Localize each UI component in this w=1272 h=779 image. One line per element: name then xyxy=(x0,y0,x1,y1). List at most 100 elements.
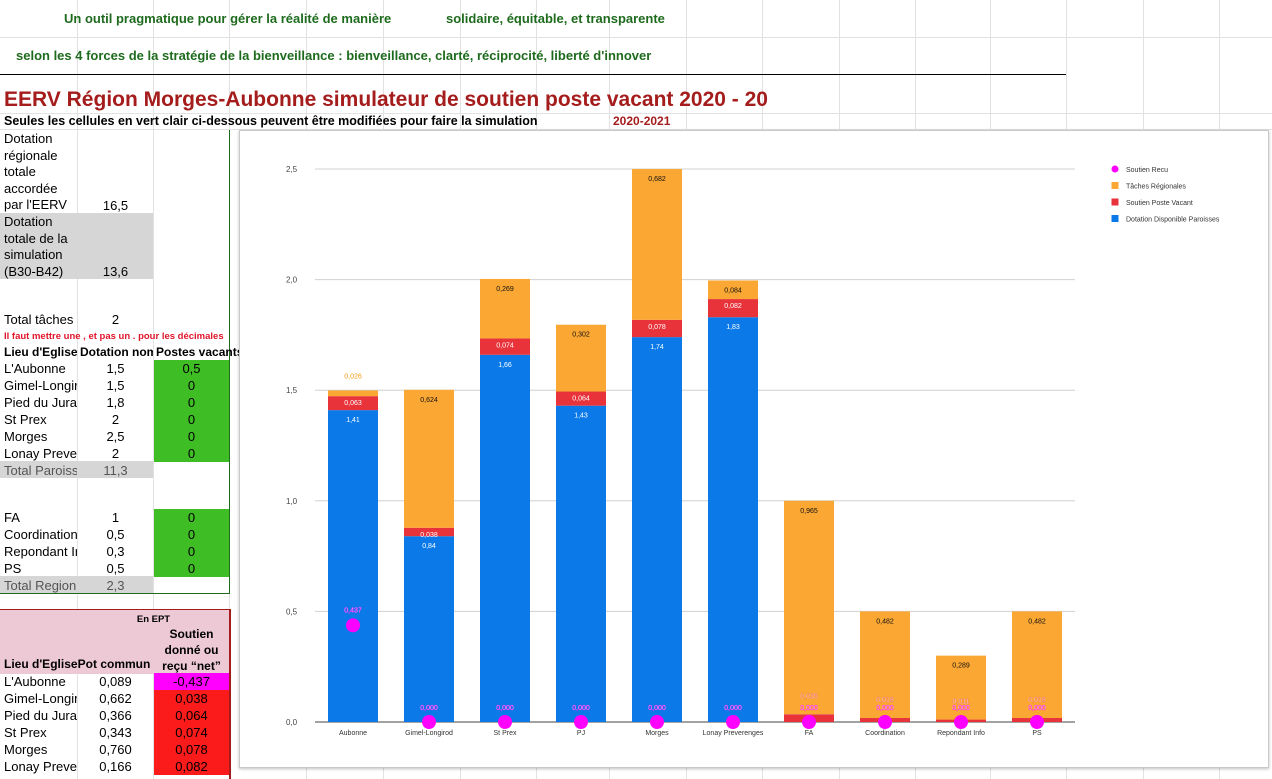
row-dotation[interactable]: 1 xyxy=(111,510,120,525)
bar-segment xyxy=(556,391,606,406)
ept-group-header: En EPT xyxy=(136,614,171,625)
stacked-bar-chart[interactable]: 0,0 0,5 1,0 1,5 2,0 2,5 1,41 0,063 0,026 0,437 Aub… xyxy=(239,130,1269,768)
bar-segment xyxy=(404,527,454,537)
x-tick-label: Lonay Preverenges xyxy=(703,730,764,737)
data-label: 0,000 xyxy=(800,705,818,712)
row-soutien: 0,074 xyxy=(154,724,229,741)
page-title: EERV Région Morges-Aubonne simulateur de… xyxy=(4,88,768,111)
bar-segment xyxy=(708,280,758,300)
row-dotation[interactable]: 2 xyxy=(111,446,120,461)
bar-segment xyxy=(708,299,758,318)
x-tick-label: PJ xyxy=(577,730,585,737)
x-tick-label: PS xyxy=(1032,730,1042,737)
bar-segment xyxy=(404,536,454,722)
row-pot: 0,166 xyxy=(99,759,132,774)
data-label: 0,038 xyxy=(420,532,438,539)
year-label: 2020-2021 xyxy=(613,114,671,128)
row-dotation[interactable]: 1,8 xyxy=(106,395,125,410)
bar-segment xyxy=(708,317,758,722)
row-postes-input[interactable]: 0 xyxy=(154,428,229,445)
data-point xyxy=(726,715,740,729)
row-name: Lonay Prever xyxy=(4,446,77,461)
data-point xyxy=(650,715,664,729)
data-label: 1,41 xyxy=(346,417,360,424)
row-name: PS xyxy=(4,561,22,576)
row-dotation[interactable]: 1,5 xyxy=(106,378,125,393)
data-label: 0,000 xyxy=(496,705,514,712)
dotation-total-label: Dotation régionale totale accordée par l… xyxy=(4,131,67,213)
row-name: L'Aubonne xyxy=(4,361,66,376)
data-label: 0,289 xyxy=(952,663,970,670)
row-pot: 0,343 xyxy=(99,725,132,740)
row-postes-input[interactable]: 0 xyxy=(154,526,229,543)
data-label: 0,000 xyxy=(952,705,970,712)
col-header-pot: Pot commun xyxy=(77,657,151,671)
legend-marker xyxy=(1111,182,1119,189)
data-label: 0,018 xyxy=(876,697,894,704)
dotation-total-value[interactable]: 16,5 xyxy=(102,198,129,213)
bar-segment xyxy=(556,405,606,722)
legend-marker xyxy=(1111,215,1119,222)
legend-label: Tâches Régionales xyxy=(1126,184,1186,191)
data-label: 0,682 xyxy=(648,176,666,183)
data-label: 0,269 xyxy=(496,286,514,293)
data-label: 0,84 xyxy=(422,543,436,550)
data-point xyxy=(878,715,892,729)
total-taches-value: 2 xyxy=(111,312,120,327)
legend-marker xyxy=(1111,198,1119,206)
x-tick-label: Coordination xyxy=(865,730,905,737)
col-header-lieu: Lieu d'Eglise xyxy=(4,345,77,359)
row-postes-input[interactable]: 0,5 xyxy=(154,360,229,377)
row-postes-input[interactable]: 0 xyxy=(154,560,229,577)
bar-segment xyxy=(632,319,682,338)
data-label: 0,482 xyxy=(1028,618,1046,625)
row-dotation[interactable]: 2 xyxy=(111,412,120,427)
data-label: 0,000 xyxy=(724,705,742,712)
row-pot: 0,662 xyxy=(99,691,132,706)
data-point xyxy=(802,715,816,729)
legend-label: Soutien Recu xyxy=(1126,167,1168,174)
row-name: Morges xyxy=(4,742,48,757)
row-postes-input[interactable]: 0 xyxy=(154,394,229,411)
row-postes-input[interactable]: 0 xyxy=(154,411,229,428)
bar-segment xyxy=(480,338,530,355)
row-name: St Prex xyxy=(4,725,47,740)
row-postes-input[interactable]: 0 xyxy=(154,377,229,394)
data-label: 0,624 xyxy=(420,397,438,404)
bar-segment xyxy=(480,354,530,722)
data-label: 1,83 xyxy=(726,324,740,331)
row-pot: 0,366 xyxy=(99,708,132,723)
data-label: 0,082 xyxy=(724,303,742,310)
data-label: 0,000 xyxy=(1028,705,1046,712)
legend-label: Soutien Poste Vacant xyxy=(1126,200,1193,207)
row-dotation[interactable]: 0,5 xyxy=(106,527,125,542)
legend-marker xyxy=(1111,165,1119,173)
row-dotation[interactable]: 2,5 xyxy=(106,429,125,444)
row-soutien: 0,078 xyxy=(154,741,229,758)
row-postes-input[interactable]: 0 xyxy=(154,509,229,526)
data-label: 0,064 xyxy=(572,396,590,403)
row-dotation[interactable]: 0,5 xyxy=(106,561,125,576)
data-label: 0,000 xyxy=(648,705,666,712)
data-label: 0,437 xyxy=(344,607,362,614)
row-name: Gimel-Longir xyxy=(4,378,77,393)
data-label: 0,011 xyxy=(953,699,970,706)
row-postes-input[interactable]: 0 xyxy=(154,445,229,462)
header-line1-left: Un outil pragmatique pour gérer la réali… xyxy=(64,11,392,26)
bar-segment xyxy=(1012,611,1062,719)
data-label: 0,482 xyxy=(876,618,894,625)
row-dotation[interactable]: 0,3 xyxy=(106,544,125,559)
bar-segment xyxy=(860,611,910,719)
x-tick-label: Gimel-Longirod xyxy=(405,730,453,737)
row-dotation[interactable]: 1,5 xyxy=(106,361,125,376)
row-postes-input[interactable]: 0 xyxy=(154,543,229,560)
bar-segment xyxy=(632,337,682,722)
row-name: Pied du Jura xyxy=(4,708,77,723)
y-tick-label: 2,5 xyxy=(286,165,298,174)
total-region-value: 2,3 xyxy=(106,578,125,593)
col-header-lieu-2: Lieu d'Eglise xyxy=(4,657,78,671)
header-line2: selon les 4 forces de la stratégie de la… xyxy=(16,48,652,63)
data-label: 1,66 xyxy=(498,362,512,369)
row-name: Pied du Jura xyxy=(4,395,77,410)
soutien-header-bg xyxy=(0,609,229,674)
